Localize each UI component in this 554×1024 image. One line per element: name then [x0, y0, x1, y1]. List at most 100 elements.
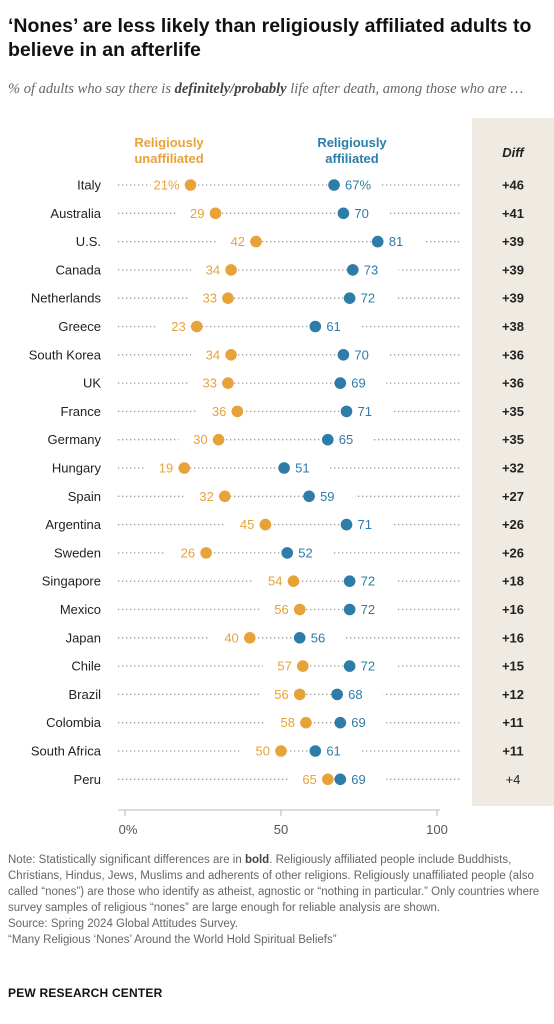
diff-value: +41: [502, 206, 524, 221]
unaffiliated-dot: [225, 264, 237, 276]
chart-row: Spain 32 59 +27: [68, 488, 524, 505]
label-bg: [175, 205, 210, 222]
country-label: Italy: [77, 178, 101, 193]
country-label: South Korea: [29, 347, 102, 362]
chart-row: Italy 21% 67% +46: [77, 177, 524, 193]
chart-row: Singapore 54 72 +18: [42, 573, 524, 590]
label-bg: [346, 714, 387, 731]
affiliated-dot: [343, 660, 356, 672]
legend-unaffiliated: Religiously unaffiliated: [134, 135, 204, 166]
chart-row: U.S. 42 81 +39: [76, 233, 524, 250]
affiliated-dot: [331, 688, 343, 701]
diff-value: +39: [502, 234, 524, 249]
country-label: UK: [83, 376, 101, 391]
unaffiliated-dot: [209, 207, 222, 220]
chart-row: Peru 65 69 +4: [74, 771, 520, 788]
label-bg: [262, 658, 297, 675]
label-bg: [333, 431, 374, 448]
legend-unaffiliated-line1: Religiously: [134, 135, 204, 150]
label-bg: [191, 346, 226, 363]
unaffiliated-value-label: 33: [202, 291, 216, 306]
note-text-after: . Religiously affiliated people include …: [8, 854, 540, 914]
affiliated-value-label: 72: [361, 574, 375, 589]
affiliated-value-label: 65: [339, 432, 353, 447]
diff-value: +26: [502, 545, 524, 560]
unaffiliated-dot: [300, 716, 312, 729]
chart-row: Greece 23 61 +38: [58, 318, 524, 335]
chart-row: Chile 57 72 +15: [71, 658, 524, 675]
affiliated-value-label: 51: [295, 461, 309, 476]
affiliated-dot: [371, 235, 384, 248]
chart-row: Japan 40 56 +16: [66, 629, 524, 646]
x-tick-label: 0%: [119, 822, 138, 837]
legend-affiliated: Religiously affiliated: [317, 135, 387, 166]
unaffiliated-dot: [297, 660, 309, 672]
chart-row: South Africa 50 61 +11: [31, 743, 524, 759]
unaffiliated-dot: [275, 745, 287, 757]
legend-unaffiliated-line2: unaffiliated: [134, 151, 203, 166]
label-bg: [346, 771, 387, 788]
unaffiliated-dot: [219, 490, 231, 503]
affiliated-value-label: 59: [320, 489, 334, 504]
unaffiliated-value-label: 32: [199, 489, 213, 504]
note-text: Note: Statistically significant differen…: [8, 852, 546, 916]
label-bg: [187, 375, 222, 392]
diff-value: +27: [502, 489, 524, 504]
label-bg: [287, 771, 322, 788]
affiliated-value-label: 52: [298, 545, 312, 560]
country-label: South Africa: [31, 744, 102, 759]
chart-row: Mexico 56 72 +16: [60, 601, 524, 618]
note-text-before: Note: Statistically significant differen…: [8, 854, 245, 866]
affiliated-dot: [340, 518, 353, 531]
unaffiliated-dot: [200, 547, 212, 559]
country-label: Canada: [55, 262, 101, 277]
affiliated-dot: [309, 745, 322, 757]
chart-row: Colombia 58 69 +11: [46, 714, 524, 731]
country-label: Singapore: [42, 574, 101, 589]
unaffiliated-value-label: 34: [206, 262, 220, 277]
subtitle-emphasis: definitely/probably: [174, 81, 287, 97]
unaffiliated-value-label: 19: [159, 461, 173, 476]
label-bg: [178, 431, 213, 448]
affiliated-dot: [334, 377, 347, 389]
subtitle-text-after: life after death, among those who are …: [286, 81, 524, 97]
label-bg: [216, 233, 251, 250]
label-bg: [346, 375, 387, 392]
diff-column-panel: [472, 118, 554, 806]
diff-value: +11: [502, 715, 523, 730]
label-bg: [340, 177, 381, 193]
affiliated-value-label: 69: [351, 376, 365, 391]
label-bg: [355, 573, 396, 590]
affiliated-dot: [346, 264, 359, 276]
diff-value: +35: [502, 404, 524, 419]
unaffiliated-value-label: 45: [240, 517, 254, 532]
label-bg: [349, 205, 390, 222]
unaffiliated-value-label: 29: [190, 206, 204, 221]
brand-logo-text: PEW RESEARCH CENTER: [8, 986, 163, 1000]
country-label: U.S.: [76, 234, 101, 249]
country-label: Chile: [71, 659, 101, 674]
affiliated-value-label: 71: [358, 404, 372, 419]
affiliated-dot: [340, 405, 353, 418]
label-bg: [241, 743, 275, 759]
affiliated-value-label: 68: [348, 687, 362, 702]
unaffiliated-dot: [222, 377, 234, 389]
affiliated-dot: [309, 320, 322, 333]
unaffiliated-dot: [231, 405, 244, 418]
diff-value: +35: [502, 432, 524, 447]
x-tick-label: 100: [426, 822, 448, 837]
affiliated-value-label: 72: [361, 602, 375, 617]
label-bg: [156, 318, 191, 335]
unaffiliated-value-label: 57: [277, 659, 291, 674]
chart-row: UK 33 69 +36: [83, 375, 524, 392]
affiliated-dot: [334, 773, 347, 786]
chart-row: Hungary 19 51 +32: [52, 460, 524, 476]
unaffiliated-dot: [178, 462, 191, 474]
label-bg: [293, 544, 334, 561]
diff-value: +26: [502, 517, 524, 532]
label-bg: [352, 403, 393, 420]
country-label: Hungary: [52, 461, 102, 476]
unaffiliated-value-label: 40: [224, 630, 238, 645]
diff-value: +39: [502, 291, 524, 306]
affiliated-value-label: 71: [358, 517, 372, 532]
